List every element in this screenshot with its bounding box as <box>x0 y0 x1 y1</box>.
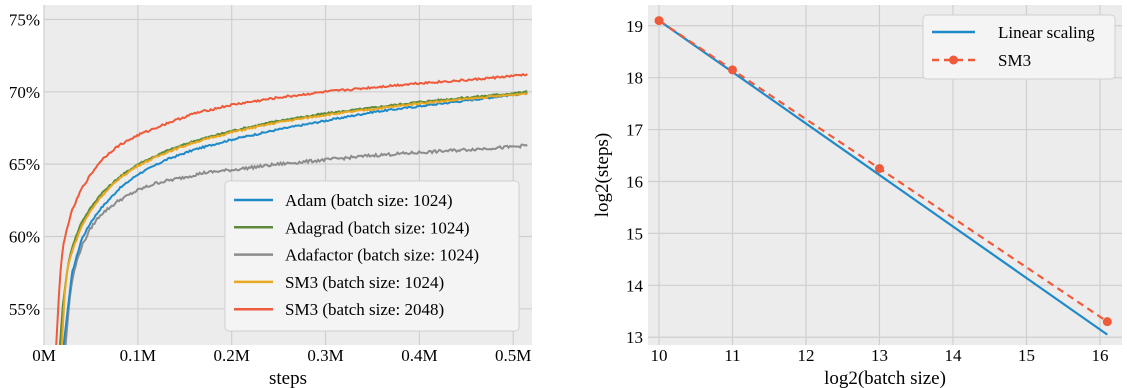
y-tick-label: 60% <box>9 227 40 246</box>
x-tick-label: 14 <box>944 346 962 365</box>
legend-label: Adagrad (batch size: 1024) <box>285 218 470 237</box>
x-axis-label: steps <box>269 368 307 388</box>
data-point <box>1102 317 1112 327</box>
data-point <box>728 65 738 75</box>
legend-marker <box>949 55 958 65</box>
legend: Linear scaling SM3 <box>922 14 1116 80</box>
x-axis-label: log2(batch size) <box>824 368 946 388</box>
legend-label: SM3 (batch size: 1024) <box>285 273 444 292</box>
x-tick-label: 0.5M <box>495 346 531 365</box>
y-tick-label: 65% <box>9 155 40 174</box>
y-tick-label: 17 <box>626 121 644 140</box>
legend-label: SM3 (batch size: 2048) <box>285 300 444 319</box>
series-line-4 <box>55 72 528 345</box>
x-tick-label: 0M <box>32 346 56 365</box>
data-point <box>874 164 884 174</box>
data-point <box>654 16 664 26</box>
x-tick-label: 16 <box>1091 346 1108 365</box>
steps-vs-batch-size-chart: 10 11 12 13 14 15 16 13 14 15 16 17 18 19 log2(batch s… <box>592 5 1122 388</box>
y-tick-label: 14 <box>626 276 644 295</box>
y-axis-label: log2(steps) <box>592 133 613 217</box>
x-tick-label: 11 <box>724 346 740 365</box>
x-tick-label: 0.4M <box>401 346 437 365</box>
x-tick-label: 15 <box>1018 346 1035 365</box>
y-tick-label: 16 <box>626 172 643 191</box>
series-line-1 <box>658 19 1108 323</box>
legend-label: SM3 <box>998 51 1031 70</box>
legend-label: Adam (batch size: 1024) <box>285 191 453 210</box>
y-tick-label: 75% <box>9 10 40 29</box>
legend-label: Linear scaling <box>998 23 1095 42</box>
x-tick-label: 0.2M <box>214 346 250 365</box>
x-tick-label: 10 <box>651 346 668 365</box>
y-tick-label: 55% <box>9 300 40 319</box>
series-line-3 <box>60 92 528 345</box>
accuracy-vs-steps-chart: 0M 0.1M 0.2M 0.3M 0.4M 0.5M 55% 60% 65% 70% 75% ste… <box>9 5 532 388</box>
legend-label: Adafactor (batch size: 1024) <box>285 246 479 265</box>
legend: Adam (batch size: 1024) Adagrad (batch si… <box>224 180 520 332</box>
x-tick-label: 13 <box>871 346 888 365</box>
legend-box <box>224 180 520 332</box>
y-tick-label: 13 <box>626 328 643 347</box>
series-line-0 <box>62 91 529 345</box>
y-tick-label: 15 <box>626 224 643 243</box>
x-tick-label: 12 <box>798 346 815 365</box>
x-tick-label: 0.3M <box>307 346 343 365</box>
y-tick-label: 19 <box>626 17 643 36</box>
y-tick-label: 70% <box>9 83 40 102</box>
series-line-2 <box>64 143 528 345</box>
y-tick-label: 18 <box>626 69 643 88</box>
x-tick-label: 0.1M <box>120 346 156 365</box>
